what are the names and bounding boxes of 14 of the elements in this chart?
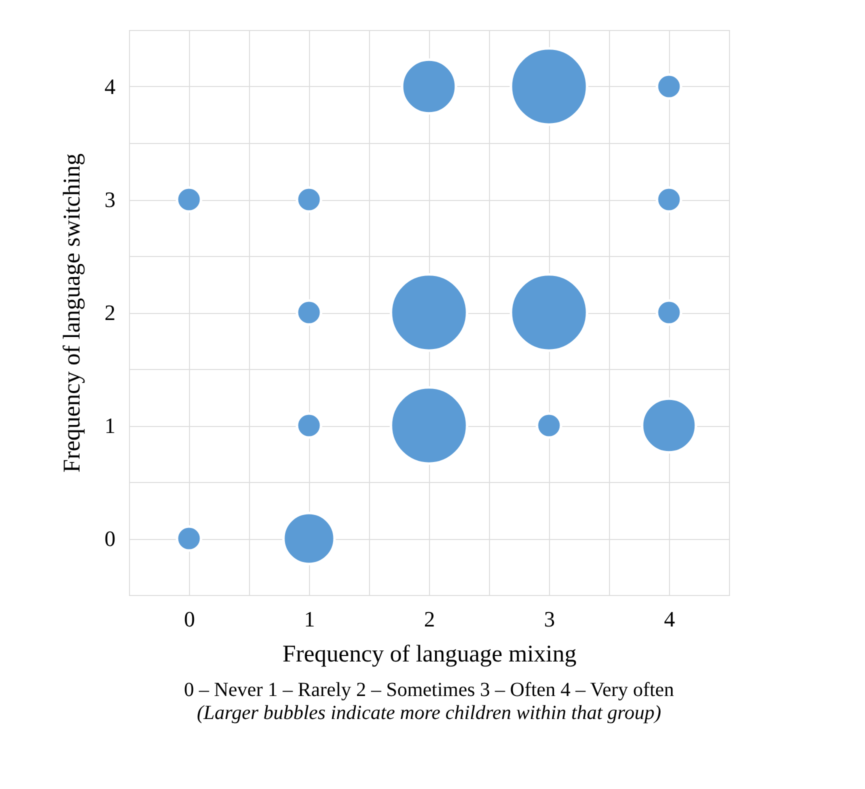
x-tick-label: 2 [424,606,435,632]
x-tick-label: 4 [664,606,675,632]
x-tick-label: 1 [304,606,315,632]
y-tick-label: 1 [104,413,116,438]
y-tick-label: 2 [104,300,116,325]
x-tick-label: 0 [184,606,195,632]
y-tick-label: 0 [104,526,116,551]
text: 0 – Never 1 – Rarely 2 – Sometimes 3 – Often 4 – Very often [184,679,674,701]
y-tick-label: 4 [104,74,116,99]
x-axis-title: Frequency of language mixing [282,642,576,668]
y-axis-title: Frequency of language switching [60,153,86,473]
text: (Larger bubbles indicate more children within that group) [196,702,662,724]
y-tick-label: 3 [104,187,116,212]
x-tick-label: 3 [544,606,555,632]
